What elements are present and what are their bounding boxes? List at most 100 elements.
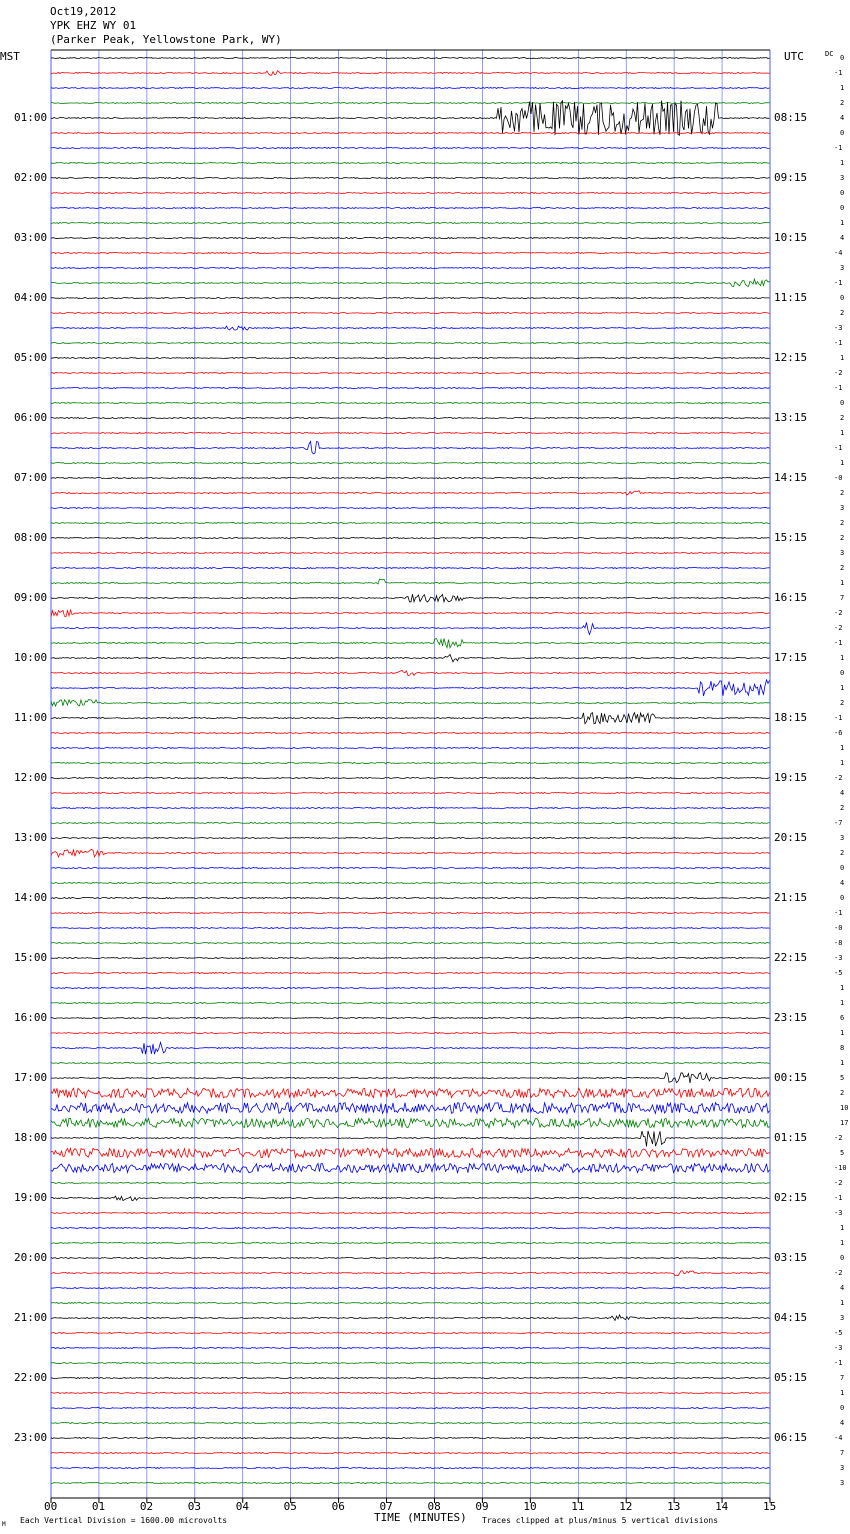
trace-85	[50, 1332, 770, 1334]
dc-offset-label: 1	[840, 579, 845, 587]
dc-offset-label: 2	[840, 1089, 845, 1097]
trace-30	[50, 507, 770, 509]
trace-45	[50, 732, 770, 734]
trace-34	[50, 567, 770, 569]
trace-64	[51, 1017, 770, 1019]
dc-offset-label: 3	[840, 264, 845, 272]
trace-23	[50, 402, 770, 404]
trace-50	[50, 807, 770, 809]
trace-16	[50, 297, 770, 299]
right-hour-label: 02:15	[774, 1191, 808, 1204]
dc-offset-label: -1	[834, 1359, 843, 1367]
dc-offset-label: 0	[840, 864, 845, 872]
trace-80	[50, 1257, 770, 1259]
trace-43	[50, 698, 770, 708]
trace-10	[50, 207, 770, 209]
trace-31	[50, 522, 770, 524]
trace-19	[50, 342, 770, 344]
dc-offset-label: 0	[840, 669, 845, 677]
dc-offset-label: 2	[840, 699, 845, 707]
right-hour-label: 11:15	[774, 291, 808, 304]
trace-63	[51, 1002, 770, 1004]
date-label: Oct19,2012	[50, 5, 117, 18]
left-hour-label: 10:00	[14, 651, 48, 664]
trace-46	[50, 747, 770, 749]
trace-2	[50, 87, 770, 89]
trace-86	[50, 1347, 770, 1349]
dc-offset-label: -1	[834, 279, 843, 287]
x-axis-title: TIME (MINUTES)	[374, 1511, 467, 1524]
dc-offset-label: -1	[834, 444, 843, 452]
right-hour-label: 04:15	[774, 1311, 808, 1324]
left-hour-label: 06:00	[14, 411, 48, 424]
dc-offset-label: 4	[840, 879, 845, 887]
dc-offset-label: -1	[834, 69, 843, 77]
dc-offset-label: 1	[840, 684, 845, 692]
dc-offset-label: 1	[840, 654, 845, 662]
left-hour-label: 11:00	[14, 711, 48, 724]
right-hour-label: 19:15	[774, 771, 808, 784]
minute-gridlines	[50, 49, 771, 1498]
trace-27	[50, 462, 770, 464]
right-hour-label: 23:15	[774, 1011, 808, 1024]
dc-offset-label: 2	[840, 564, 845, 572]
trace-87	[50, 1362, 770, 1364]
right-hour-label: 13:15	[774, 411, 808, 424]
dc-offset-label: 1	[840, 999, 845, 1007]
x-tick-label: 00	[44, 1500, 58, 1513]
trace-3	[50, 102, 770, 104]
dc-offset-label: 1	[840, 429, 845, 437]
trace-11	[50, 222, 770, 224]
x-tick-label: 01	[91, 1500, 106, 1513]
right-hour-label: 18:15	[774, 711, 808, 724]
dc-offset-label: 1	[840, 354, 845, 362]
dc-offset-label: 8	[840, 1044, 845, 1052]
dc-offset-label: 0	[840, 189, 845, 197]
trace-28	[50, 477, 770, 479]
trace-59	[50, 942, 770, 944]
x-tick-label: 11	[571, 1500, 585, 1513]
trace-4	[50, 99, 770, 136]
right-hour-label: 06:15	[774, 1431, 808, 1444]
right-hour-label: 15:15	[774, 531, 808, 544]
x-tick-label: 05	[283, 1500, 297, 1513]
dc-offset-label: 3	[840, 1464, 845, 1472]
trace-15	[50, 277, 770, 288]
dc-offset-label: 2	[840, 99, 845, 107]
trace-92	[50, 1437, 770, 1439]
dc-offset-label: -2	[834, 1269, 843, 1277]
dc-offset-label: 3	[840, 834, 845, 842]
x-tick-label: 03	[187, 1500, 202, 1513]
trace-42	[50, 678, 770, 697]
dc-offset-label: 1	[840, 84, 845, 92]
dc-offset-label: -6	[834, 729, 843, 737]
trace-0	[50, 57, 770, 59]
left-hour-label: 16:00	[14, 1011, 48, 1024]
trace-81	[50, 1270, 770, 1277]
x-tick-label: 07	[379, 1500, 393, 1513]
right-hour-label: 08:15	[774, 111, 808, 124]
dc-offset-label: 4	[840, 789, 845, 797]
left-hour-label: 14:00	[14, 891, 48, 904]
left-hour-label: 04:00	[14, 291, 48, 304]
dc-offset-label: -3	[834, 954, 843, 962]
left-hour-label: 12:00	[14, 771, 48, 784]
dc-offset-label: 4	[840, 114, 845, 122]
dc-offset-label: 2	[840, 519, 845, 527]
dc-offset-label: 0	[840, 294, 845, 302]
trace-55	[50, 882, 770, 884]
trace-48	[51, 777, 770, 779]
dc-offset-label: 1	[840, 459, 845, 467]
dc-offset-label: -1	[834, 714, 843, 722]
trace-38	[50, 622, 770, 636]
dc-offset-label: 4	[840, 234, 845, 242]
trace-39	[50, 637, 770, 649]
trace-21	[50, 372, 770, 374]
trace-76	[50, 1195, 770, 1202]
dc-offset-label: -4	[834, 249, 843, 257]
trace-52	[50, 837, 770, 839]
dc-offset-label: 7	[840, 594, 845, 602]
trace-13	[50, 252, 770, 254]
dc-offset-label: 3	[840, 504, 845, 512]
dc-offset-label: -10	[834, 1164, 847, 1172]
